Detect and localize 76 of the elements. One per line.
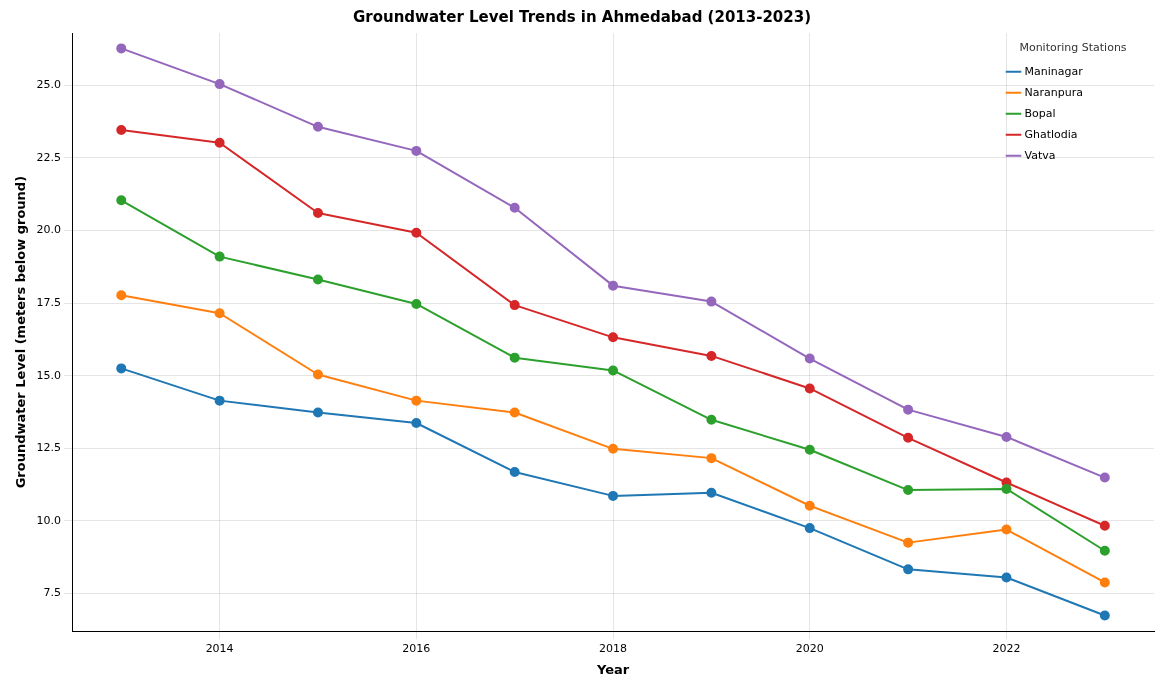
point [804, 444, 815, 455]
x-tick-label: 2020 [795, 641, 824, 655]
point [804, 500, 815, 511]
point [608, 365, 619, 376]
point [509, 407, 520, 418]
point [1001, 572, 1012, 583]
point [804, 523, 815, 534]
point [1099, 577, 1110, 588]
point [1099, 610, 1110, 621]
point [804, 353, 815, 364]
point [509, 202, 520, 213]
point [903, 537, 914, 548]
point [411, 417, 422, 428]
y-tick-label: 10.0 [36, 513, 62, 527]
point [116, 363, 127, 374]
point [312, 208, 323, 219]
point [608, 490, 619, 501]
point [1099, 472, 1110, 483]
y-tick-label: 15.0 [36, 368, 62, 382]
point [1001, 483, 1012, 494]
point [411, 227, 422, 238]
point [214, 308, 225, 319]
point [804, 383, 815, 394]
legend-label: Bopal [1024, 106, 1056, 120]
point [214, 395, 225, 406]
point [509, 300, 520, 311]
point [903, 432, 914, 443]
point [411, 145, 422, 156]
y-tick-label: 17.5 [36, 295, 62, 309]
point [214, 251, 225, 262]
point [116, 124, 127, 135]
y-axis-title: Groundwater Level (meters below ground) [13, 175, 29, 489]
y-tick-label: 20.0 [36, 223, 62, 237]
point [411, 298, 422, 309]
point [509, 352, 520, 363]
point [312, 369, 323, 380]
legend-title: Monitoring Stations [1019, 41, 1127, 55]
point [608, 332, 619, 343]
point [608, 443, 619, 454]
point [116, 43, 127, 54]
x-tick-label: 2022 [992, 641, 1021, 655]
y-tick-label: 22.5 [36, 150, 62, 164]
y-tick-label: 12.5 [36, 441, 62, 455]
point [312, 121, 323, 132]
point [509, 467, 520, 478]
point [706, 487, 717, 498]
point [706, 296, 717, 307]
point [214, 79, 225, 90]
point [312, 407, 323, 418]
legend-label: Maninagar [1024, 64, 1084, 78]
legend-label: Vatva [1024, 148, 1056, 162]
x-axis-title: Year [595, 661, 630, 677]
y-tick-label: 7.5 [43, 586, 62, 600]
point [116, 290, 127, 301]
x-tick-label: 2014 [205, 641, 234, 655]
point [706, 414, 717, 425]
chart-title: Groundwater Level Trends in Ahmedabad (2013-2023) [352, 7, 812, 26]
point [1099, 545, 1110, 556]
point [903, 485, 914, 496]
point [411, 395, 422, 406]
legend-label: Ghatlodia [1024, 127, 1078, 141]
x-tick-label: 2016 [402, 641, 431, 655]
point [706, 350, 717, 361]
point [608, 280, 619, 291]
point [903, 404, 914, 415]
point [903, 564, 914, 575]
x-tick-label: 2018 [599, 641, 628, 655]
point [214, 137, 225, 148]
point [116, 195, 127, 206]
point [312, 274, 323, 285]
point [1001, 524, 1012, 535]
point [1099, 520, 1110, 531]
legend-label: Naranpura [1024, 85, 1083, 99]
point [1001, 431, 1012, 442]
y-tick-label: 25.0 [36, 78, 62, 92]
point [706, 453, 717, 464]
